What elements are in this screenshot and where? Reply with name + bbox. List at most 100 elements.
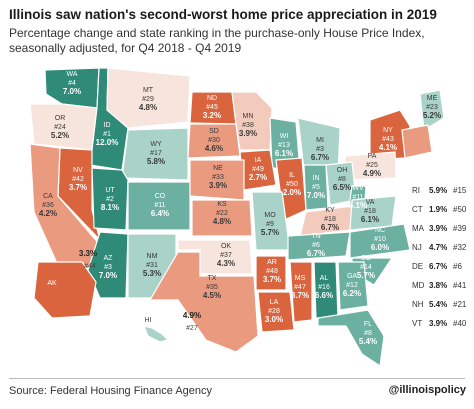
legend-rank: #40 [453, 319, 467, 328]
state-rank-la: #28 [268, 308, 280, 315]
state-rank-ga: #12 [346, 282, 358, 289]
state-code-nd: ND [207, 95, 217, 102]
legend-row-md: MD 3.8% #41 [412, 281, 466, 290]
state-code-wy: WY [150, 141, 162, 148]
state-shape-in [303, 164, 329, 211]
legend-code: DE [412, 262, 424, 271]
state-rank-ca: #36 [42, 202, 54, 209]
state-code-la: LA [270, 299, 279, 306]
state-shape-la [257, 291, 295, 333]
state-value-fl: 5.4% [359, 337, 377, 346]
state-rank-ky: #18 [324, 216, 336, 223]
state-value-tn: 6.7% [307, 249, 325, 258]
state-code-il: IL [289, 172, 295, 179]
state-value-wa: 7.0% [63, 87, 81, 96]
state-value-id: 12.0% [96, 138, 119, 147]
state-code-ia: IA [255, 157, 262, 164]
state-value-wv: 5.1% [349, 201, 367, 210]
state-rank-mt: #29 [142, 96, 154, 103]
state-value-ak: 3.3% [79, 249, 97, 258]
state-rank-tx: #35 [206, 284, 218, 291]
legend-code: CT [412, 205, 423, 214]
state-code-wa: WA [66, 71, 77, 78]
legend-value: 3.9% [429, 319, 448, 328]
state-value-az: 7.0% [99, 271, 117, 280]
state-value-nv: 3.7% [69, 183, 87, 192]
state-shape-ks [191, 199, 253, 237]
legend-value: 5.9% [429, 186, 448, 195]
state-code-pa: PA [368, 153, 377, 160]
state-code-ar: AR [267, 259, 277, 266]
state-code-tn: TN [311, 233, 320, 240]
state-shape-me [419, 89, 445, 131]
legend-row-de: DE 6.7% #6 [412, 262, 462, 271]
state-code-az: AZ [104, 255, 114, 262]
state-value-nc: 6.0% [371, 243, 389, 252]
state-code-ga: GA [347, 273, 357, 280]
state-rank-ar: #48 [266, 268, 278, 275]
state-rank-fl: #8 [364, 330, 372, 337]
state-rank-id: #1 [103, 131, 111, 138]
state-shape-az [87, 231, 129, 299]
state-shape-ak [33, 261, 97, 319]
legend-row-vt: VT 3.9% #40 [412, 319, 466, 328]
state-code-ks: KS [217, 201, 227, 208]
state-rank-or: #24 [54, 124, 66, 131]
state-code-wv: WV [352, 185, 364, 192]
legend-value: 1.9% [429, 205, 448, 214]
state-value-il: 2.0% [283, 188, 301, 197]
state-rank-ok: #37 [220, 252, 232, 259]
state-code-mi: MI [316, 137, 324, 144]
state-value-oh: 6.5% [333, 183, 351, 192]
state-code-ny: NY [383, 127, 393, 134]
state-code-id: ID [104, 122, 111, 129]
state-value-sd: 4.6% [205, 144, 223, 153]
state-value-ok: 4.3% [217, 259, 235, 268]
state-code-nm: NM [147, 253, 158, 260]
state-value-la: 3.0% [265, 315, 283, 324]
legend-code: NH [412, 300, 424, 309]
state-value-pa: 4.9% [363, 169, 381, 178]
state-value-sc: 5.7% [357, 271, 375, 280]
state-value-ga: 6.2% [343, 289, 361, 298]
state-value-mt: 4.8% [139, 103, 157, 112]
brand-handle: @illinoispolicy [388, 384, 466, 396]
footer-divider [9, 378, 465, 379]
state-code-nc: NC [375, 227, 385, 234]
state-value-ks: 4.8% [213, 217, 231, 226]
state-value-ut: 8.1% [101, 203, 119, 212]
state-rank-me: #23 [426, 104, 438, 111]
state-rank-wa: #4 [68, 80, 76, 87]
state-value-ne: 3.9% [209, 181, 227, 190]
state-code-fl: FL [364, 321, 372, 328]
state-rank-nc: #10 [374, 236, 386, 243]
legend-value: 3.9% [429, 224, 448, 233]
page-title: Illinois saw nation's second-worst home … [9, 7, 437, 22]
state-shape-ms [289, 261, 313, 323]
state-code-mn: MN [243, 113, 254, 120]
state-value-wy: 5.8% [147, 157, 165, 166]
state-value-nm: 5.3% [143, 269, 161, 278]
state-code-ky: KY [325, 207, 335, 214]
state-code-mo: MO [264, 212, 276, 219]
state-value-wi: 6.1% [275, 149, 293, 158]
state-code-in: IN [313, 175, 320, 182]
state-shape-ut [91, 167, 129, 231]
state-shape-tn [287, 231, 351, 261]
state-shape-ga [337, 261, 369, 311]
state-shape-nc [349, 223, 411, 259]
source-text: Source: Federal Housing Finance Agency [9, 385, 213, 397]
legend-value: 6.7% [429, 262, 448, 271]
state-rank-ut: #2 [106, 196, 114, 203]
state-shape-co [127, 181, 191, 231]
state-value-mo: 5.7% [261, 228, 279, 237]
state-code-or: OR [55, 115, 66, 122]
state-value-or: 5.2% [51, 131, 69, 140]
legend-code: NJ [412, 243, 422, 252]
state-rank-mn: #38 [242, 122, 254, 129]
state-rank-wy: #17 [150, 150, 162, 157]
state-code-ms: MS [295, 275, 306, 282]
state-value-ca: 4.2% [39, 209, 57, 218]
state-rank-nv: #42 [72, 176, 84, 183]
